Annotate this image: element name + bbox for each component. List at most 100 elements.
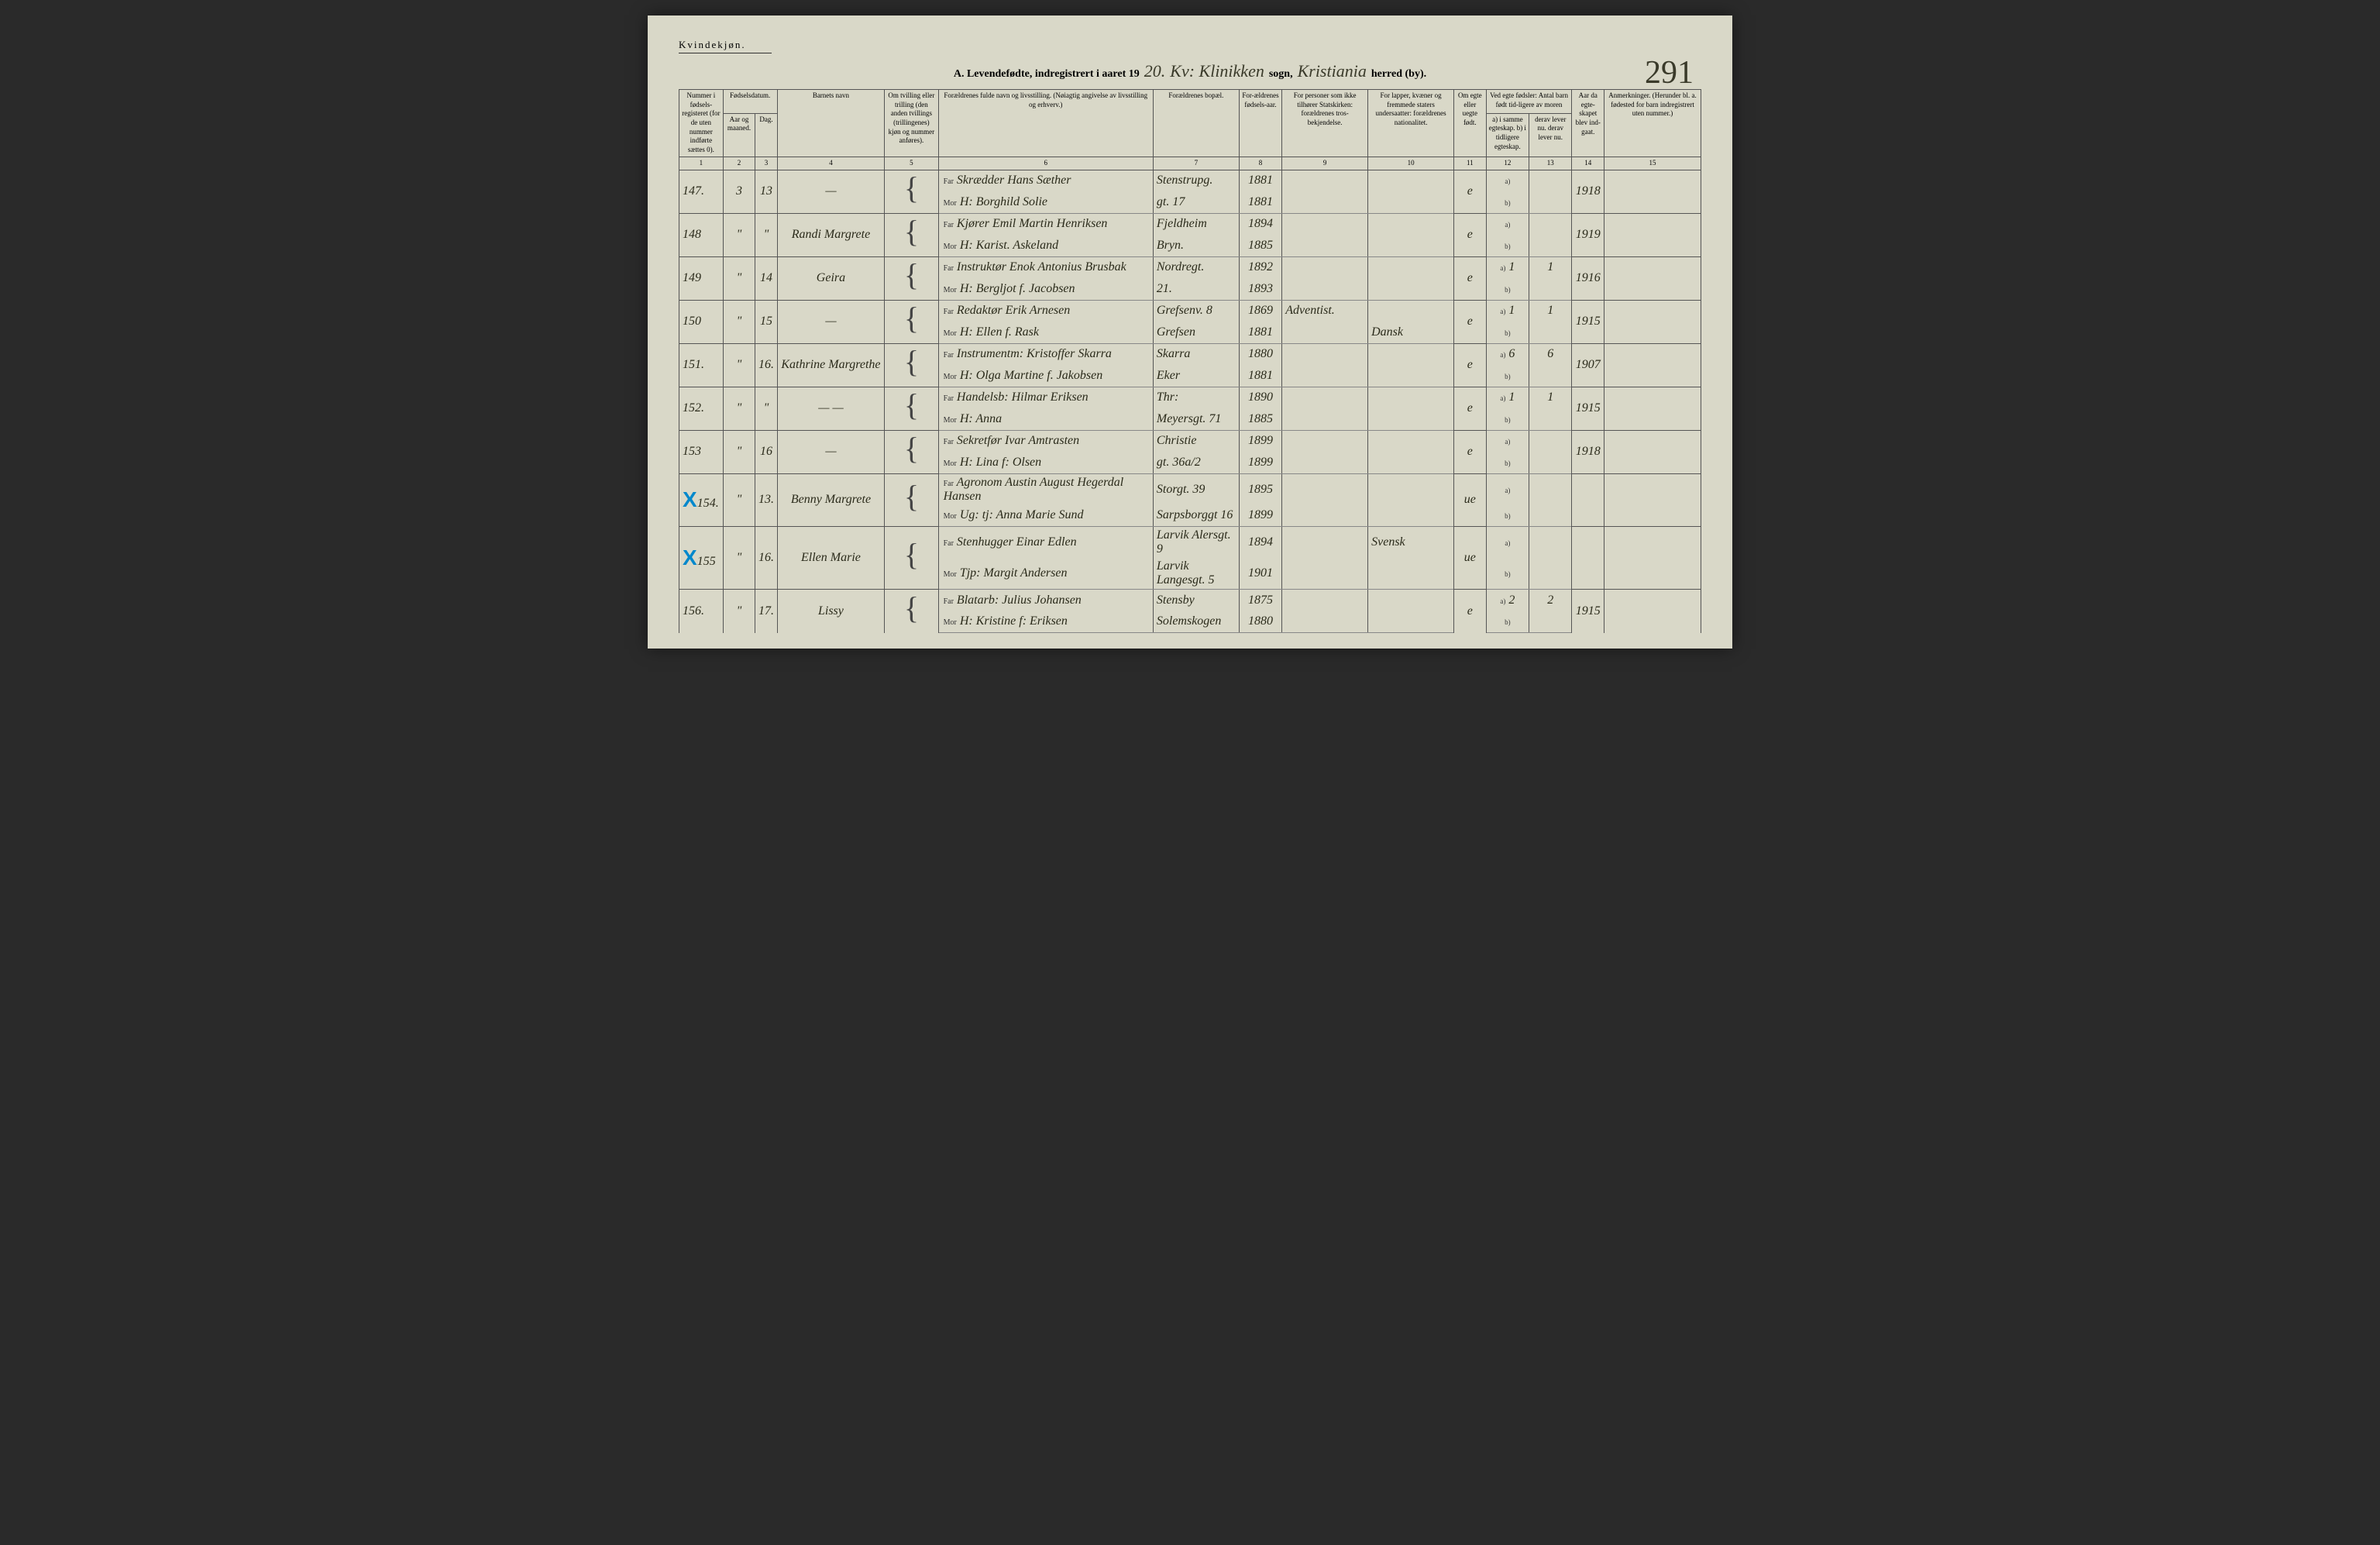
far-label: Far <box>944 221 954 229</box>
cell-mother-nationality: Dansk <box>1368 322 1454 343</box>
col-15-header: Anmerkninger. (Herunder bl. a. fødested … <box>1604 90 1701 157</box>
cell-mother-bopael: Larvik Langesgt. 5 <box>1153 558 1239 590</box>
cell-father-year: 1894 <box>1239 213 1281 235</box>
cell-b-count: b) <box>1486 452 1529 473</box>
cell-father-nationality <box>1368 343 1454 365</box>
cell-mother-religion <box>1282 408 1368 430</box>
cell-twin: { <box>885 590 938 633</box>
cell-b-living <box>1529 278 1572 300</box>
cell-a-living: 1 <box>1529 300 1572 322</box>
cell-b-living <box>1529 611 1572 633</box>
cell-marriage-year <box>1572 527 1604 590</box>
cell-child-name: — <box>777 300 885 343</box>
cell-remarks <box>1604 170 1701 213</box>
cell-father: Far Instrumentm: Kristoffer Skarra <box>938 343 1153 365</box>
table-header: Nummer i fødsels-registeret (for de uten… <box>679 90 1701 170</box>
cell-mother-year: 1885 <box>1239 235 1281 256</box>
cell-mother-nationality <box>1368 558 1454 590</box>
cell-mother-year: 1901 <box>1239 558 1281 590</box>
cell-father: Far Instruktør Enok Antonius Brusbak <box>938 256 1153 278</box>
brace-icon: { <box>904 344 919 379</box>
cell-day: 16. <box>755 343 777 387</box>
cell-b-count: b) <box>1486 505 1529 527</box>
cell-a-count: a) 2 <box>1486 590 1529 611</box>
cell-remarks <box>1604 213 1701 256</box>
col-2-header: Aar og maaned. <box>723 113 755 157</box>
register-table: Nummer i fødsels-registeret (for de uten… <box>679 89 1701 633</box>
cell-remarks <box>1604 300 1701 343</box>
cell-father-religion <box>1282 430 1368 452</box>
cell-number: X155 <box>679 527 724 590</box>
cell-twin: { <box>885 473 938 527</box>
cell-mother-year: 1899 <box>1239 505 1281 527</box>
cell-a-living: 6 <box>1529 343 1572 365</box>
cell-number: 153 <box>679 430 724 473</box>
cell-marriage-year: 1916 <box>1572 256 1604 300</box>
col-14-header: Aar da egte-skapet blev ind-gaat. <box>1572 90 1604 157</box>
cell-number: 148 <box>679 213 724 256</box>
cell-a-count: a) <box>1486 213 1529 235</box>
cell-father-nationality <box>1368 590 1454 611</box>
cell-father-year: 1892 <box>1239 256 1281 278</box>
cell-marriage-year: 1918 <box>1572 170 1604 213</box>
cell-day: 14 <box>755 256 777 300</box>
cell-child-name: — <box>777 170 885 213</box>
cell-father-bopael: Stensby <box>1153 590 1239 611</box>
cell-father-bopael: Nordregt. <box>1153 256 1239 278</box>
cell-number: X154. <box>679 473 724 527</box>
brace-icon: { <box>904 590 919 625</box>
cell-number: 156. <box>679 590 724 633</box>
cell-day: 16. <box>755 527 777 590</box>
colnum-7: 7 <box>1153 157 1239 170</box>
cell-a-count: a) 6 <box>1486 343 1529 365</box>
cell-day: " <box>755 213 777 256</box>
cell-mother-religion <box>1282 365 1368 387</box>
table-row-far: 151. " 16. Kathrine Margrethe { Far Inst… <box>679 343 1701 365</box>
table-row-far: X154. " 13. Benny Margrete { Far Agronom… <box>679 473 1701 505</box>
cell-father-religion <box>1282 387 1368 408</box>
register-page: Kvindekjøn. A. Levendefødte, indregistre… <box>648 15 1732 649</box>
cell-twin: { <box>885 343 938 387</box>
cell-mother-religion <box>1282 505 1368 527</box>
cell-remarks <box>1604 343 1701 387</box>
cell-mother-year: 1881 <box>1239 322 1281 343</box>
cell-father-religion <box>1282 170 1368 191</box>
cell-month: " <box>723 256 755 300</box>
col-5-header: Om tvilling eller trilling (den anden tv… <box>885 90 938 157</box>
cell-number: 149 <box>679 256 724 300</box>
colnum-13: 13 <box>1529 157 1572 170</box>
cell-month: " <box>723 387 755 430</box>
cell-father-year: 1869 <box>1239 300 1281 322</box>
cell-day: 16 <box>755 430 777 473</box>
cell-day: 17. <box>755 590 777 633</box>
cell-father-bopael: Storgt. 39 <box>1153 473 1239 505</box>
cell-mother: Mor H: Bergljot f. Jacobsen <box>938 278 1153 300</box>
colnum-11: 11 <box>1454 157 1487 170</box>
cell-b-living <box>1529 558 1572 590</box>
cell-b-count: b) <box>1486 235 1529 256</box>
cell-number: 152. <box>679 387 724 430</box>
cell-egte: e <box>1454 387 1487 430</box>
sogn-value: Kv: Klinikken <box>1170 61 1264 81</box>
table-row-far: 156. " 17. Lissy { Far Blatarb: Julius J… <box>679 590 1701 611</box>
colnum-14: 14 <box>1572 157 1604 170</box>
cell-father-bopael: Grefsenv. 8 <box>1153 300 1239 322</box>
mor-label: Mor <box>944 199 957 208</box>
cell-twin: { <box>885 300 938 343</box>
col-7-header: Forældrenes bopæl. <box>1153 90 1239 157</box>
cell-egte: ue <box>1454 473 1487 527</box>
cell-mother-bopael: Grefsen <box>1153 322 1239 343</box>
cell-mother: Mor H: Lina f: Olsen <box>938 452 1153 473</box>
cell-mother: Mor H: Ellen f. Rask <box>938 322 1153 343</box>
table-row-far: 152. " " — — { Far Handelsb: Hilmar Erik… <box>679 387 1701 408</box>
cell-mother-year: 1899 <box>1239 452 1281 473</box>
cell-b-living <box>1529 235 1572 256</box>
cell-twin: { <box>885 527 938 590</box>
cell-twin: { <box>885 430 938 473</box>
cell-mother-year: 1893 <box>1239 278 1281 300</box>
cell-b-count: b) <box>1486 611 1529 633</box>
cell-father: Far Agronom Austin August Hegerdal Hanse… <box>938 473 1153 505</box>
cell-mother-year: 1885 <box>1239 408 1281 430</box>
cell-a-count: a) <box>1486 473 1529 505</box>
cell-mother-nationality <box>1368 452 1454 473</box>
